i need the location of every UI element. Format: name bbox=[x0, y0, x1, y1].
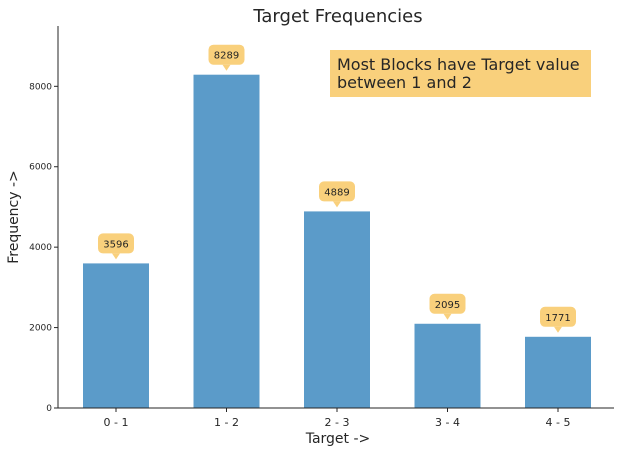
bar bbox=[83, 263, 149, 408]
x-axis-label: Target -> bbox=[305, 431, 371, 447]
y-tick-label: 0 bbox=[46, 404, 52, 414]
data-label: 1771 bbox=[545, 313, 570, 324]
data-label: 2095 bbox=[435, 300, 460, 311]
x-tick-label: 4 - 5 bbox=[546, 416, 571, 429]
bar bbox=[193, 74, 260, 408]
annotation-line-1: Most Blocks have Target value bbox=[337, 55, 580, 74]
chart-title: Target Frequencies bbox=[252, 6, 422, 27]
annotation-background bbox=[330, 50, 591, 97]
data-label-bubble bbox=[98, 233, 134, 254]
data-label-pointer bbox=[222, 64, 231, 71]
x-tick-label: 1 - 2 bbox=[214, 416, 239, 429]
data-label-pointer bbox=[443, 313, 452, 320]
y-axis-label: Frequency -> bbox=[6, 170, 22, 264]
y-tick-label: 6000 bbox=[29, 163, 52, 173]
data-label-pointer bbox=[112, 253, 120, 260]
data-label: 3596 bbox=[103, 239, 128, 250]
data-label: 4889 bbox=[324, 187, 349, 198]
data-label-bubble bbox=[208, 44, 245, 65]
y-tick-label: 2000 bbox=[29, 324, 52, 334]
annotation-box: Most Blocks have Target value between 1 … bbox=[330, 50, 591, 97]
bar bbox=[525, 336, 591, 408]
data-label: 8289 bbox=[214, 51, 239, 62]
data-label-bubble bbox=[319, 181, 355, 202]
data-label-pointer bbox=[333, 201, 341, 208]
x-tick-label: 3 - 4 bbox=[435, 416, 460, 429]
bar bbox=[414, 323, 481, 408]
plot-area: 0 2000 4000 6000 8000 0 - 1 3596 1 - 2 8289 2 - 3… bbox=[29, 44, 591, 429]
y-tick-label: 4000 bbox=[29, 243, 52, 253]
data-label-bubble bbox=[540, 306, 576, 327]
annotation-line-2: between 1 and 2 bbox=[337, 73, 472, 92]
x-tick-label: 0 - 1 bbox=[104, 416, 129, 429]
data-label-pointer bbox=[554, 326, 562, 333]
data-label-bubble bbox=[429, 293, 466, 314]
x-tick-label: 2 - 3 bbox=[325, 416, 350, 429]
bar bbox=[304, 211, 370, 408]
y-tick-label: 8000 bbox=[29, 82, 52, 92]
